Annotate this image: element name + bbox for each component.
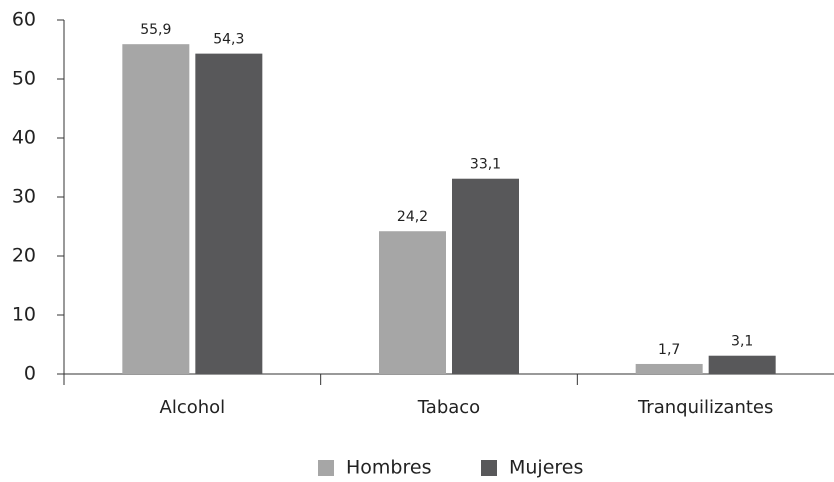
x-tick-label: Alcohol — [160, 397, 226, 418]
value-label: 54,3 — [213, 32, 244, 48]
legend-swatch — [318, 460, 334, 476]
x-tick-label: Tranquilizantes — [637, 397, 773, 418]
value-label: 1,7 — [658, 342, 680, 358]
value-label: 3,1 — [731, 334, 753, 350]
y-tick-label: 30 — [12, 186, 36, 208]
bar — [708, 355, 776, 374]
value-label: 24,2 — [397, 209, 428, 225]
legend-label: Hombres — [346, 457, 431, 479]
y-tick-label: 50 — [12, 68, 36, 90]
bar — [452, 178, 519, 374]
y-tick-label: 20 — [12, 245, 36, 267]
value-label: 55,9 — [140, 22, 171, 38]
legend-swatch — [481, 460, 497, 476]
y-tick-label: 10 — [12, 304, 36, 326]
bar — [379, 231, 446, 374]
y-tick-label: 40 — [12, 127, 36, 149]
value-label: 33,1 — [470, 157, 501, 173]
legend-label: Mujeres — [509, 457, 583, 479]
y-tick-label: 60 — [12, 9, 36, 31]
bar — [635, 363, 703, 374]
y-tick-label: 0 — [24, 363, 36, 385]
bar — [195, 53, 263, 374]
x-tick-label: Tabaco — [417, 397, 480, 418]
bar — [122, 44, 190, 374]
